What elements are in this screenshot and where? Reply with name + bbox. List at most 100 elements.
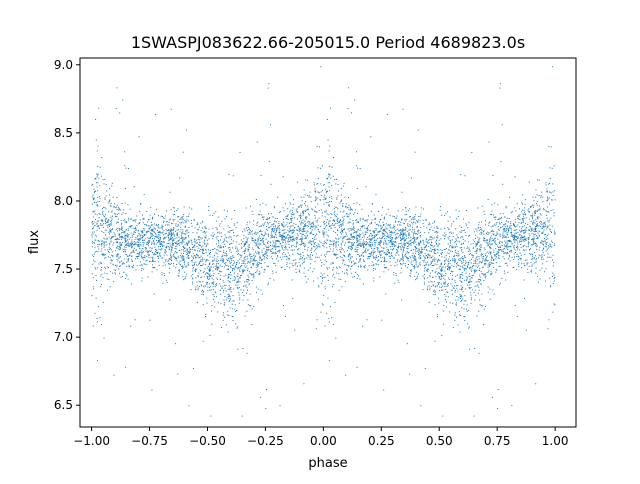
data-point xyxy=(520,243,522,245)
data-point xyxy=(183,241,185,243)
data-point xyxy=(148,230,150,232)
data-point xyxy=(480,280,482,282)
data-point xyxy=(388,235,390,237)
data-point xyxy=(359,243,361,245)
data-point xyxy=(174,235,176,237)
data-point xyxy=(329,248,331,250)
data-point xyxy=(119,236,121,238)
data-point xyxy=(356,165,358,167)
data-point xyxy=(168,272,170,274)
data-point xyxy=(386,228,388,230)
data-point xyxy=(414,231,416,233)
data-point xyxy=(262,223,264,225)
data-point xyxy=(500,245,502,247)
data-point xyxy=(103,215,105,217)
data-point xyxy=(429,255,431,257)
data-point xyxy=(151,224,153,226)
data-point xyxy=(125,240,127,242)
data-point xyxy=(363,243,365,245)
data-point xyxy=(265,245,267,247)
data-point xyxy=(452,258,454,260)
data-point xyxy=(224,284,226,286)
data-point xyxy=(272,216,274,218)
data-point xyxy=(519,257,521,259)
data-point xyxy=(491,272,493,274)
data-point xyxy=(148,219,150,221)
data-point xyxy=(401,254,403,256)
data-point xyxy=(195,253,197,255)
data-point xyxy=(414,266,416,268)
data-point xyxy=(152,256,154,258)
data-point xyxy=(112,263,114,265)
data-point xyxy=(223,238,225,240)
data-point xyxy=(314,190,316,192)
data-point xyxy=(116,227,118,229)
data-point xyxy=(280,235,282,237)
data-point xyxy=(443,277,445,279)
data-point xyxy=(477,266,479,268)
data-point xyxy=(492,240,494,242)
data-point xyxy=(406,237,408,239)
data-point xyxy=(310,250,312,252)
data-point xyxy=(471,277,473,279)
data-point xyxy=(472,256,474,258)
data-point xyxy=(259,262,261,264)
data-point xyxy=(246,269,248,271)
data-point xyxy=(117,218,119,220)
data-point xyxy=(383,234,385,236)
data-point xyxy=(96,205,98,207)
data-point xyxy=(469,268,471,270)
data-point xyxy=(348,247,350,249)
data-point xyxy=(340,200,342,202)
data-point xyxy=(288,259,290,261)
data-point xyxy=(170,229,172,231)
data-point xyxy=(484,306,486,308)
data-point xyxy=(153,230,155,232)
data-point xyxy=(490,273,492,275)
data-point xyxy=(373,237,375,239)
data-point xyxy=(324,194,326,196)
data-point xyxy=(350,234,352,236)
data-point xyxy=(537,236,539,238)
data-point xyxy=(118,256,120,258)
data-point xyxy=(211,282,213,284)
data-point xyxy=(120,229,122,231)
data-point xyxy=(369,256,371,258)
data-point xyxy=(441,214,443,216)
data-point xyxy=(352,238,354,240)
data-point xyxy=(528,265,530,267)
data-point xyxy=(109,223,111,225)
data-point xyxy=(182,215,184,217)
data-point xyxy=(484,240,486,242)
data-point xyxy=(364,267,366,269)
data-point xyxy=(542,208,544,210)
data-point xyxy=(328,214,330,216)
data-point xyxy=(328,204,330,206)
data-point xyxy=(103,206,105,208)
data-point xyxy=(331,185,333,187)
data-point xyxy=(530,270,532,272)
data-point xyxy=(108,201,110,203)
data-point xyxy=(444,294,446,296)
data-point xyxy=(170,256,172,258)
data-point xyxy=(141,263,143,265)
data-point xyxy=(419,241,421,243)
data-point xyxy=(207,290,209,292)
data-point xyxy=(460,295,462,297)
data-point xyxy=(208,276,210,278)
data-point xyxy=(420,240,422,242)
data-point xyxy=(471,254,473,256)
data-point xyxy=(474,347,476,349)
data-point xyxy=(490,253,492,255)
data-point xyxy=(377,223,379,225)
data-point xyxy=(316,211,318,213)
data-point xyxy=(403,244,405,246)
data-point xyxy=(517,237,519,239)
data-point xyxy=(263,237,264,239)
data-point xyxy=(549,277,551,279)
data-point xyxy=(539,213,541,215)
data-point xyxy=(106,273,108,275)
data-point xyxy=(356,219,358,221)
data-point xyxy=(536,217,538,219)
data-point xyxy=(504,228,506,230)
